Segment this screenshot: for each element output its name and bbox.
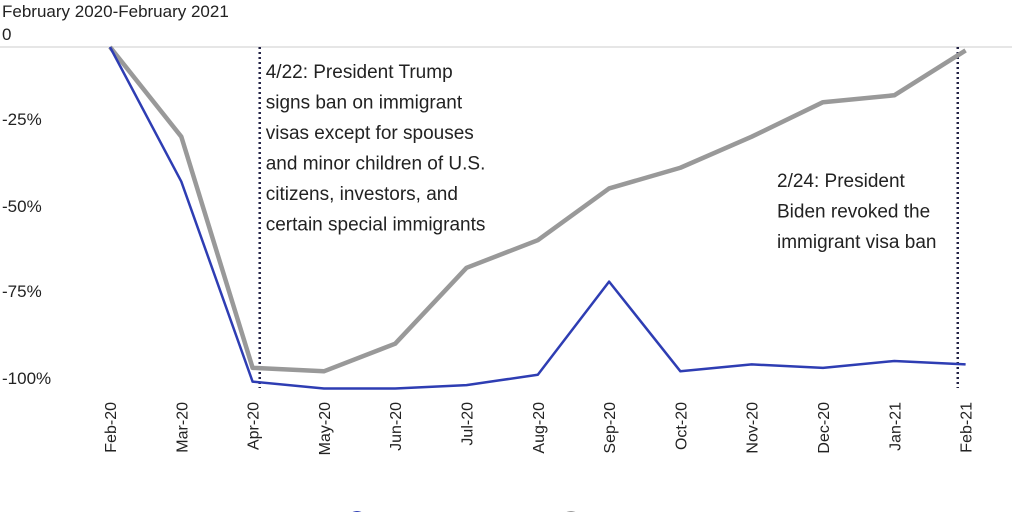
x-tick-label: Feb-21 xyxy=(959,402,976,453)
x-axis: Feb-20 Mar-20 Apr-20 May-20 Jun-20 Jul-20 Aug-… xyxy=(103,402,976,455)
x-tick-label: Sep-20 xyxy=(602,402,619,454)
x-tick-label: Feb-20 xyxy=(103,402,120,453)
annotation-text: visas except for spouses xyxy=(266,123,474,144)
chart-subtitle: February 2020-February 2021 xyxy=(2,2,229,21)
x-tick-label: Mar-20 xyxy=(174,402,191,453)
annotation-text: Biden revoked the xyxy=(777,202,930,223)
y-tick-label: -50% xyxy=(2,197,42,216)
y-axis: 0 -25% -50% -75% -100% xyxy=(0,25,1012,388)
annotation-text: citizens, investors, and xyxy=(266,184,458,205)
y-tick-label: -25% xyxy=(2,110,42,129)
y-tick-label: -100% xyxy=(2,369,51,388)
annotation-text: certain special immigrants xyxy=(266,215,486,236)
x-tick-label: Jul-20 xyxy=(460,402,477,446)
x-tick-label: May-20 xyxy=(317,402,334,455)
annotation-text: 2/24: President xyxy=(777,171,906,192)
y-tick-label: 0 xyxy=(2,25,11,44)
x-tick-label: Nov-20 xyxy=(745,402,762,454)
x-tick-label: Dec-20 xyxy=(816,402,833,454)
annotation-text: immigrant visa ban xyxy=(777,232,936,253)
annotation-text: 4/22: President Trump xyxy=(266,62,453,83)
x-tick-label: Oct-20 xyxy=(673,402,690,450)
y-tick-label: -75% xyxy=(2,282,42,301)
annotations: 4/22: President Trump signs ban on immigr… xyxy=(258,47,960,388)
x-tick-label: Apr-20 xyxy=(246,402,263,450)
x-tick-label: Jun-20 xyxy=(388,402,405,451)
series-lines xyxy=(108,45,967,390)
x-tick-label: Aug-20 xyxy=(531,402,548,454)
x-tick-label: Jan-21 xyxy=(887,402,904,451)
annotation-text: signs ban on immigrant xyxy=(266,93,463,114)
annotation-text: and minor children of U.S. xyxy=(266,154,486,175)
